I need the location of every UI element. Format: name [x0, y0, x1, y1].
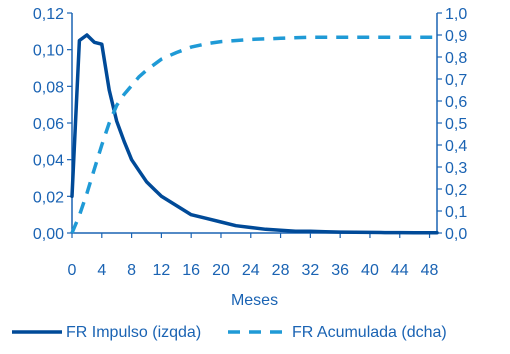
y-left-tick-label: 0,02: [33, 189, 64, 206]
y-right-tick-label: 0,2: [445, 182, 467, 199]
y-right-tick-label: 0,7: [445, 72, 467, 89]
x-tick-label: 0: [68, 262, 77, 279]
y-left-tick-label: 0,10: [33, 43, 64, 60]
legend-label-acumulada: FR Acumulada (dcha): [292, 324, 447, 341]
y-right-tick-label: 0,6: [445, 94, 467, 111]
y-right-tick-label: 0,4: [445, 138, 467, 155]
x-tick-label: 28: [272, 262, 290, 279]
y-right-tick-label: 0,8: [445, 50, 467, 67]
y-right-tick-label: 0,0: [445, 226, 467, 243]
x-tick-label: 40: [361, 262, 379, 279]
x-tick-label: 44: [391, 262, 409, 279]
y-right-tick-label: 1,0: [445, 6, 467, 23]
y-left-tick-label: 0,04: [33, 153, 64, 170]
y-axis-left-ticks: 0,00 0,02 0,04 0,06 0,08 0,10 0,12: [33, 6, 72, 243]
series-line-acumulada: [70, 35, 437, 234]
y-left-tick-label: 0,06: [33, 116, 64, 133]
y-right-tick-label: 0,9: [445, 28, 467, 45]
x-axis-ticks: 0 4 8 12 16 20 24 28 32 36 40 44 48: [68, 233, 439, 279]
x-tick-label: 48: [421, 262, 439, 279]
legend-label-impulso: FR Impulso (izqda): [66, 324, 201, 341]
x-tick-label: 20: [212, 262, 230, 279]
y-left-tick-label: 0,08: [33, 79, 64, 96]
legend: FR Impulso (izqda) FR Acumulada (dcha): [12, 324, 447, 341]
y-right-tick-label: 0,1: [445, 204, 467, 221]
x-axis-title: Meses: [231, 292, 278, 309]
y-left-tick-label: 0,00: [33, 226, 64, 243]
x-tick-label: 36: [331, 262, 349, 279]
x-tick-label: 4: [97, 262, 106, 279]
series-layer: [70, 33, 439, 235]
x-tick-label: 8: [127, 262, 136, 279]
y-right-tick-label: 0,5: [445, 116, 467, 133]
y-right-tick-label: 0,3: [445, 160, 467, 177]
x-tick-label: 12: [152, 262, 170, 279]
plot-area: 0,000,020,040,060,080,100,12 0,00,10,20,…: [33, 6, 467, 279]
y-left-tick-label: 0,12: [33, 6, 64, 23]
y-axis-right-ticks: 0,0 0,1 0,2 0,3 0,4 0,5 0,6 0,7 0,8 0,9 1,0: [437, 6, 467, 243]
x-tick-label: 32: [301, 262, 319, 279]
x-tick-label: 16: [182, 262, 200, 279]
series-line-impulso: [70, 33, 439, 235]
x-tick-label: 24: [242, 262, 260, 279]
